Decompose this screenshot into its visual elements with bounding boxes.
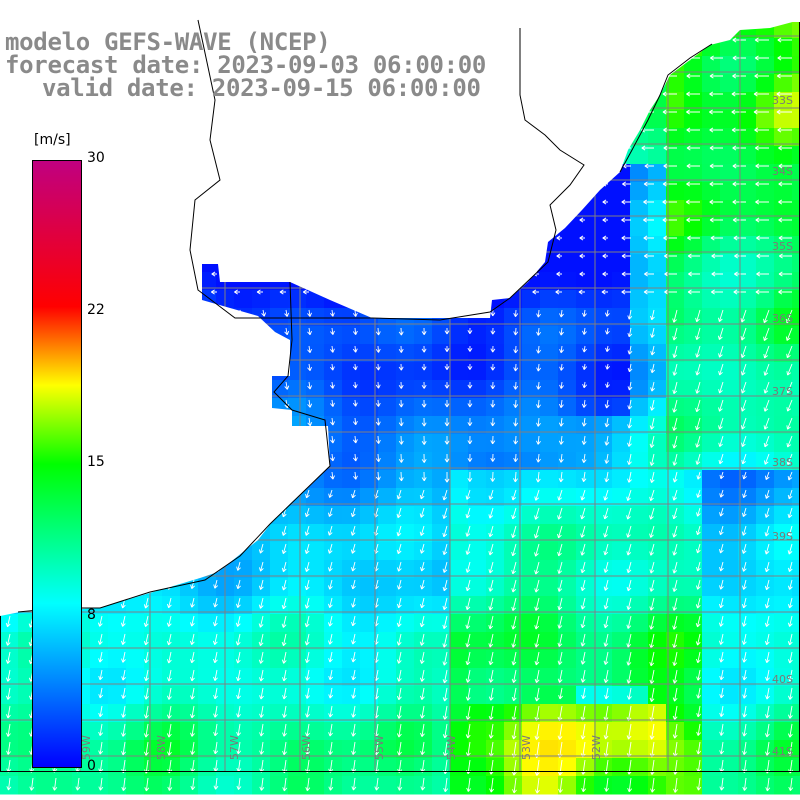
model-title: modelo GEFS-WAVE (NCEP): [5, 28, 331, 56]
lat-label: 33S: [772, 94, 793, 107]
latitude-labels: 33S 34S 35S 36S 37S 38S 39S 40S 41S: [772, 94, 793, 758]
lat-label: 34S: [772, 165, 793, 178]
colorbar-unit: [m/s]: [34, 132, 71, 148]
colorbar-tick-15: 15: [87, 454, 105, 470]
colorbar: [32, 160, 82, 768]
colorbar-tick-0: 0: [87, 758, 96, 774]
lat-label: 37S: [772, 385, 793, 398]
lat-label: 35S: [772, 240, 793, 253]
lon-label: 54W: [445, 735, 458, 760]
lon-label: 53W: [520, 735, 533, 760]
lon-label: 55W: [373, 735, 386, 760]
lon-label: 56W: [300, 735, 313, 760]
land-mask: [17, 19, 713, 613]
colorbar-tick-22: 22: [87, 302, 105, 318]
lat-label: 40S: [772, 673, 793, 686]
valid-date: valid date: 2023-09-15 06:00:00: [42, 74, 481, 102]
lat-label: 39S: [772, 530, 793, 543]
lon-label: 58W: [155, 735, 168, 760]
lat-label: 41S: [772, 745, 793, 758]
colorbar-tick-30: 30: [87, 150, 105, 166]
lon-label: 59W: [80, 735, 93, 760]
lon-label: 57W: [228, 735, 241, 760]
longitude-labels: 59W 58W 57W 56W 55W 54W 53W 52W: [80, 735, 603, 760]
lon-label: 52W: [590, 735, 603, 760]
colorbar-tick-8: 8: [87, 607, 96, 623]
forecast-date: forecast date: 2023-09-03 06:00:00: [5, 51, 487, 79]
lat-label: 36S: [772, 312, 793, 325]
lat-label: 38S: [772, 456, 793, 469]
